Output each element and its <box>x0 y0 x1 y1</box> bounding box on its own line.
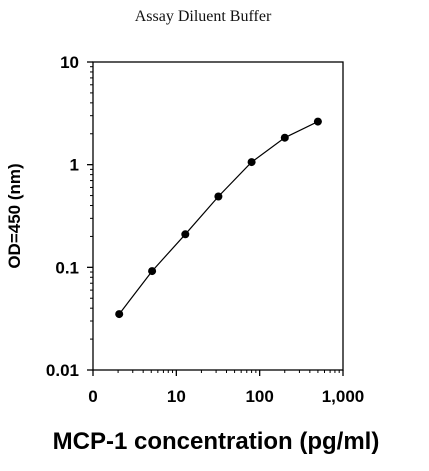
x-tick-label: 0 <box>88 387 97 406</box>
plot-frame <box>92 61 344 371</box>
y-tick-label: 0.01 <box>46 361 79 380</box>
data-point <box>181 230 190 239</box>
x-tick-label: 100 <box>245 387 273 406</box>
data-point <box>115 310 124 319</box>
series-points <box>115 117 322 319</box>
y-axis-label: OD=450 (nm) <box>5 163 24 268</box>
data-point <box>148 267 157 276</box>
series-line <box>118 121 319 315</box>
data-point <box>280 133 289 142</box>
x-axis: 0 10 100 1,000 <box>88 370 364 406</box>
y-tick-label: 1 <box>70 156 79 175</box>
y-tick-label: 10 <box>60 53 79 72</box>
x-axis-label: MCP-1 concentration (pg/ml) <box>53 428 380 455</box>
x-tick-label: 1,000 <box>322 387 365 406</box>
data-point <box>313 117 322 126</box>
y-tick-label: 0.1 <box>55 258 79 277</box>
chart-title: Assay Diluent Buffer <box>135 8 272 25</box>
y-axis: 0.01 0.1 1 10 <box>46 53 93 380</box>
data-point <box>214 192 223 201</box>
data-point <box>247 158 256 167</box>
x-tick-label: 10 <box>167 387 186 406</box>
